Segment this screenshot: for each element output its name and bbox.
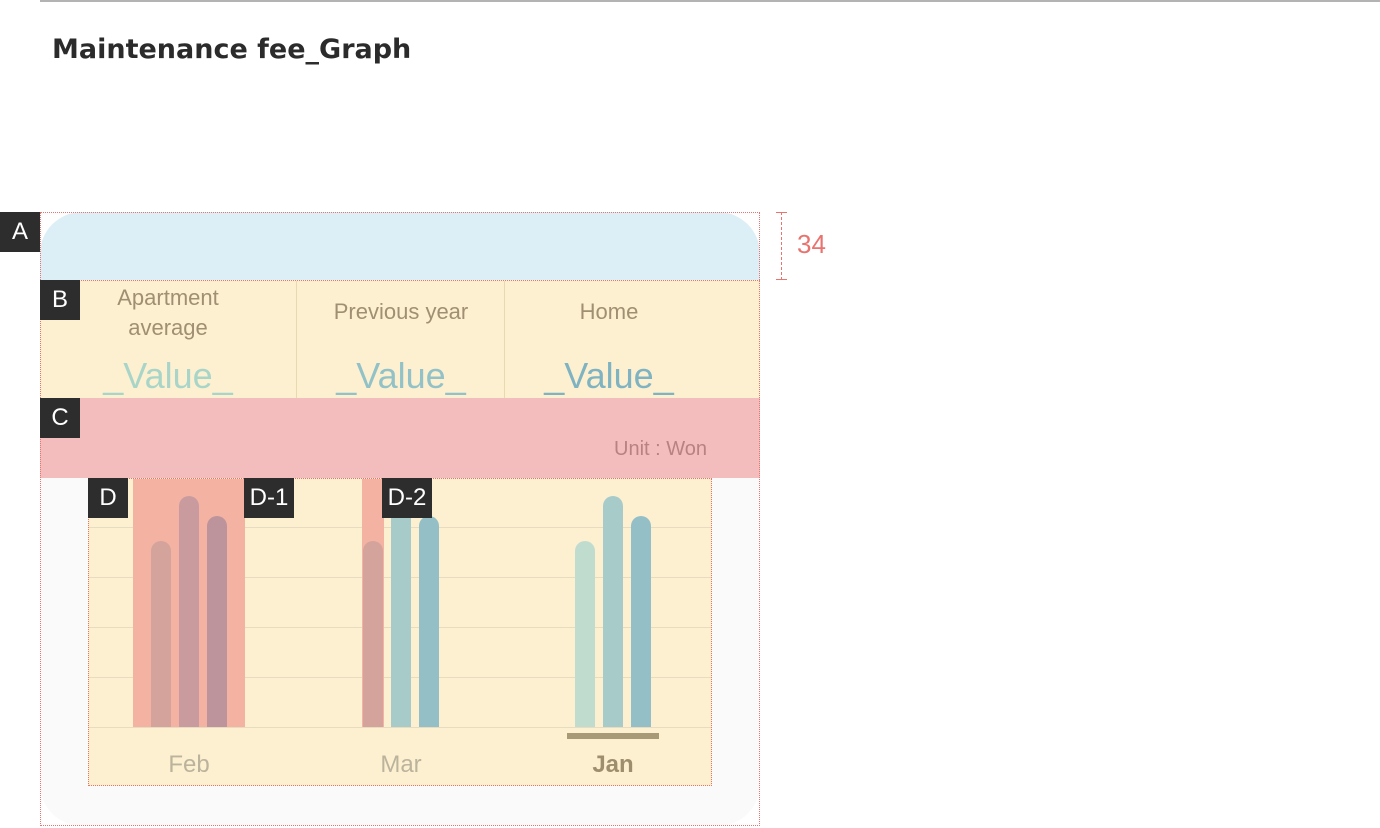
month-label-feb[interactable]: Feb bbox=[168, 751, 210, 778]
bar-mar-2[interactable] bbox=[391, 496, 411, 727]
home-label: Home bbox=[579, 299, 639, 324]
dimension-cap-bottom bbox=[776, 279, 787, 280]
bar-feb-1[interactable] bbox=[151, 541, 171, 727]
header-region bbox=[40, 212, 760, 280]
gridline bbox=[89, 727, 711, 728]
marker-c: C bbox=[40, 398, 80, 438]
month-label-jan[interactable]: Jan bbox=[592, 751, 634, 778]
bar-jan-2[interactable] bbox=[603, 496, 623, 727]
marker-d1: D-1 bbox=[244, 478, 294, 518]
bar-feb-2[interactable] bbox=[179, 496, 199, 727]
marker-a: A bbox=[0, 212, 40, 252]
previous-year-value: _Value_ bbox=[336, 355, 466, 396]
bar-feb-3[interactable] bbox=[207, 516, 227, 727]
bar-mar-3[interactable] bbox=[419, 516, 439, 727]
summary-apartment-average: Apartment average _Value_ bbox=[40, 281, 296, 399]
marker-d: D bbox=[88, 478, 128, 518]
page-title: Maintenance fee_Graph bbox=[52, 34, 412, 65]
unit-label: Unit : Won bbox=[614, 438, 707, 460]
unit-region: Unit : Won bbox=[40, 398, 760, 478]
bar-jan-3[interactable] bbox=[631, 516, 651, 727]
selected-month-underline bbox=[567, 733, 659, 739]
dimension-label: 34 bbox=[797, 229, 826, 259]
home-value: _Value_ bbox=[544, 355, 674, 396]
month-label-mar[interactable]: Mar bbox=[380, 751, 422, 778]
previous-year-label: Previous year bbox=[333, 299, 469, 324]
top-divider bbox=[40, 0, 1380, 2]
summary-home: Home _Value_ bbox=[504, 281, 713, 399]
bar-chart: Feb Mar Jan bbox=[88, 478, 712, 786]
bar-mar-1[interactable] bbox=[363, 541, 383, 727]
marker-b: B bbox=[40, 280, 80, 320]
apartment-average-value: _Value_ bbox=[103, 355, 233, 396]
dimension-cap-top bbox=[776, 212, 787, 213]
bar-jan-1[interactable] bbox=[575, 541, 595, 727]
dimension-line bbox=[781, 212, 782, 280]
summary-region: Apartment average _Value_ Previous year … bbox=[40, 280, 760, 399]
marker-d2: D-2 bbox=[382, 478, 432, 518]
apartment-average-label: Apartment average bbox=[117, 285, 219, 340]
summary-previous-year: Previous year _Value_ bbox=[296, 281, 505, 399]
